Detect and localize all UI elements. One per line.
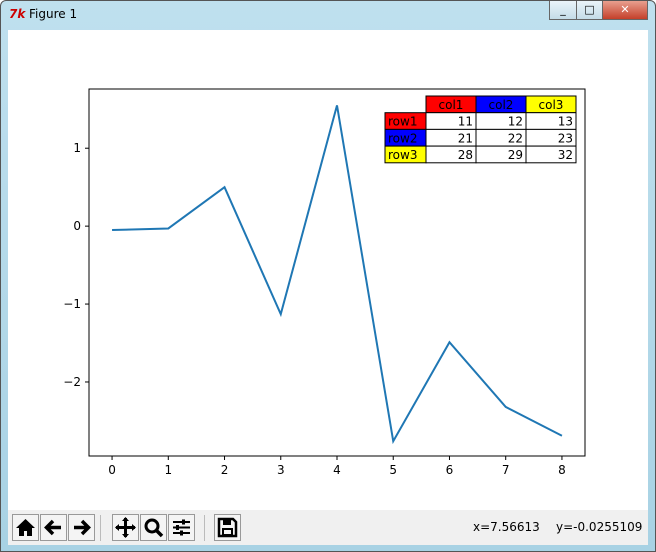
table-row-label: row3	[388, 148, 417, 162]
table-cell-value: 11	[458, 115, 473, 129]
y-tick-label: 1	[73, 141, 81, 155]
home-icon	[16, 519, 35, 536]
zoom-button[interactable]	[140, 514, 167, 541]
table-column-label: col1	[439, 98, 464, 112]
x-tick-label: 7	[502, 463, 510, 477]
x-coordinate-readout: x=7.56613	[473, 520, 540, 534]
table-column-label: col2	[489, 98, 514, 112]
x-tick-label: 6	[446, 463, 454, 477]
data-line	[112, 105, 563, 445]
pan-icon	[115, 517, 136, 538]
table-cell-value: 28	[458, 148, 473, 162]
figure-canvas[interactable]: 0 1 2 3 4 5 6 7 8 1 0 −1 −2 col1 col2 col3 row1 11 12 13 row…	[8, 30, 648, 510]
close-button[interactable]: ✕	[602, 1, 648, 20]
x-tick-label: 3	[277, 463, 285, 477]
table-cell-value: 22	[508, 131, 523, 145]
title-bar[interactable]: 7k Figure 1 _ □ ✕	[1, 1, 655, 29]
save-icon	[217, 517, 238, 538]
x-tick-label: 2	[221, 463, 229, 477]
x-tick-label: 5	[389, 463, 397, 477]
configure-subplots-icon	[173, 519, 190, 536]
configure-subplots-button[interactable]	[168, 514, 195, 541]
y-coordinate-readout: y=-0.0255109	[556, 520, 643, 534]
home-button[interactable]	[12, 514, 39, 541]
forward-arrow-icon	[74, 519, 91, 536]
minimize-button[interactable]: _	[549, 1, 577, 20]
navigation-toolbar: x=7.56613 y=-0.0255109	[8, 510, 648, 545]
x-tick-label: 8	[558, 463, 566, 477]
y-tick-label: 0	[73, 219, 81, 233]
zoom-icon	[144, 518, 164, 538]
table-cell-value: 21	[458, 131, 473, 145]
table-cell-value: 12	[508, 115, 523, 129]
table-row-label: row2	[388, 131, 417, 145]
table-cell-value: 13	[558, 115, 573, 129]
table-row-label: row1	[388, 115, 417, 129]
window-title: Figure 1	[29, 7, 78, 21]
forward-button[interactable]	[68, 514, 95, 541]
maximize-button[interactable]: □	[576, 1, 603, 20]
x-tick-label: 4	[333, 463, 341, 477]
toolbar-separator	[100, 515, 101, 541]
table-cell-value: 29	[508, 148, 523, 162]
table-cell-value: 32	[558, 148, 573, 162]
x-tick-label: 0	[108, 463, 116, 477]
y-tick-label: −1	[63, 297, 81, 311]
table-cell-value: 23	[558, 131, 573, 145]
y-tick-label: −2	[63, 375, 81, 389]
x-tick-label: 1	[164, 463, 172, 477]
save-button[interactable]	[214, 514, 241, 541]
back-arrow-icon	[44, 519, 61, 536]
toolbar-separator	[204, 515, 205, 541]
tk-feather-icon: 7k	[9, 7, 26, 21]
back-button[interactable]	[40, 514, 67, 541]
table-column-label: col3	[539, 98, 564, 112]
table-cell	[525, 145, 577, 164]
pan-button[interactable]	[112, 514, 139, 541]
